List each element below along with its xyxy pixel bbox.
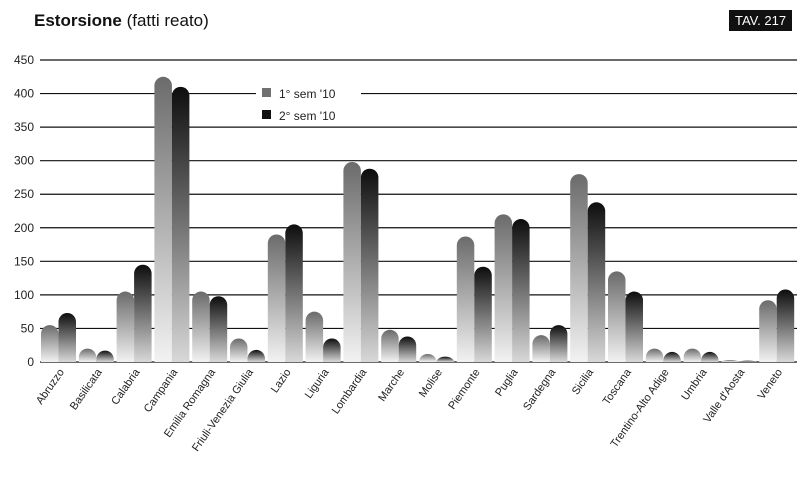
bar-1 (116, 291, 135, 362)
y-tick-label: 400 (14, 87, 34, 101)
bar-2 (398, 336, 417, 362)
bar-2 (587, 202, 606, 362)
bar-1 (608, 271, 626, 362)
bar-1 (570, 174, 588, 362)
bar-2 (209, 296, 228, 362)
bar-2 (247, 349, 265, 362)
bar-2 (285, 224, 303, 362)
bar-1 (267, 234, 286, 362)
bar-2 (776, 289, 795, 362)
y-tick-label: 450 (14, 53, 34, 67)
bar-2 (549, 325, 568, 362)
legend-label: 1° sem '10 (279, 87, 336, 101)
legend-label: 2° sem '10 (279, 109, 336, 123)
x-tick-label: Marche (376, 367, 407, 404)
bars (41, 76, 795, 363)
bar-2 (323, 338, 341, 362)
x-tick-label: Molise (417, 367, 445, 400)
bar-2 (171, 86, 190, 362)
bar-2 (96, 350, 114, 362)
bar-1 (230, 338, 248, 362)
bar-2 (701, 351, 719, 362)
x-tick-label: Veneto (756, 367, 785, 402)
chart-title: Estorsione (fatti reato) (34, 11, 209, 31)
y-tick-label: 200 (14, 221, 34, 235)
y-axis: 0 50 100 150 200 250 300 350 400 450 (14, 53, 34, 369)
bar-2 (512, 219, 530, 362)
x-tick-label: Umbria (679, 366, 710, 403)
bar-2 (360, 168, 379, 362)
chart-title-rest: (fatti reato) (126, 11, 209, 30)
bar-1 (41, 325, 59, 362)
y-tick-label: 150 (14, 254, 34, 268)
bar-1 (192, 291, 210, 362)
x-tick-label: Calabria (109, 366, 143, 407)
bar-1 (683, 348, 702, 362)
bar-2 (625, 291, 643, 362)
x-tick-label: Lazio (269, 367, 294, 395)
y-tick-label: 100 (14, 288, 34, 302)
x-tick-label: Basilicata (68, 366, 105, 412)
x-tick-label: Sardegna (521, 366, 559, 413)
bar-1 (419, 353, 437, 362)
y-tick-label: 300 (14, 154, 34, 168)
grid-lines (40, 59, 797, 363)
x-tick-label: Campania (142, 366, 181, 415)
bar-1 (532, 335, 550, 362)
x-tick-label: Piemonte (446, 367, 482, 412)
bar-1 (305, 311, 324, 362)
table-badge: TAV. 217 (729, 10, 793, 31)
bar-2 (134, 264, 152, 362)
legend: 1° sem '10 2° sem '10 (256, 80, 361, 124)
bar-1 (645, 348, 664, 362)
bar-2 (474, 266, 492, 362)
bar-2 (436, 356, 454, 362)
bar-2 (58, 313, 76, 362)
x-tick-label: Sicilia (570, 366, 597, 397)
bar-2 (738, 360, 757, 362)
bar-1 (78, 348, 97, 362)
bar-1 (456, 236, 475, 362)
legend-bg (256, 102, 361, 124)
y-tick-label: 50 (21, 321, 35, 335)
x-tick-label: Abruzzo (34, 367, 67, 407)
bar-1 (494, 214, 513, 362)
y-tick-label: 250 (14, 187, 34, 201)
legend-bg (256, 80, 361, 102)
bar-1 (721, 359, 739, 362)
bar-1 (759, 300, 777, 362)
x-tick-label: Puglia (493, 366, 521, 399)
y-tick-label: 350 (14, 120, 34, 134)
legend-swatch (262, 88, 271, 97)
chart-title-bold: Estorsione (34, 11, 122, 30)
x-axis: Abruzzo Basilicata Calabria CampaniaEmilia … (34, 366, 785, 454)
x-tick-label: Lombardia (330, 366, 370, 416)
bar-1 (154, 76, 172, 363)
x-tick-label: Liguria (303, 366, 332, 401)
legend-swatch (262, 110, 271, 119)
bar-2 (663, 351, 681, 362)
bar-1 (381, 329, 399, 362)
bar-1 (343, 162, 361, 362)
y-tick-label: 0 (27, 355, 34, 369)
x-tick-label: Toscana (601, 366, 635, 407)
